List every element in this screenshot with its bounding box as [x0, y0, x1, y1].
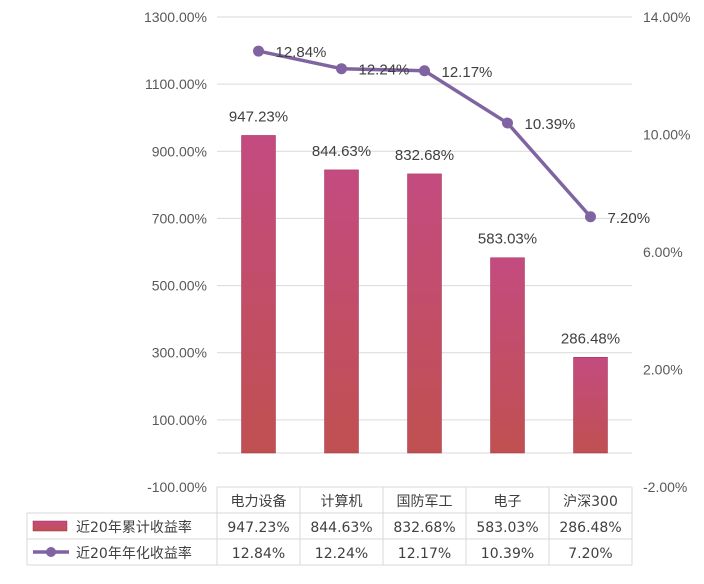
line-marker [502, 117, 513, 129]
bar-data-labels: 947.23% 844.63% 832.68% 583.03% 286.48% [229, 108, 620, 347]
table-line-value: 10.39% [481, 546, 534, 562]
left-tick-label: 500.00% [152, 278, 207, 294]
bar [324, 169, 359, 454]
line-value-label: 7.20% [608, 210, 651, 227]
left-tick-label: 700.00% [152, 210, 207, 226]
left-tick-label: 1100.00% [145, 76, 207, 92]
bar-value-label: 832.68% [395, 147, 454, 164]
right-axis: -2.00% 2.00% 6.00% 10.00% 14.00% [643, 9, 690, 495]
left-tick-label: 1300.00% [144, 9, 207, 25]
table-bar-value: 844.63% [310, 520, 372, 536]
category-label: 电力设备 [231, 493, 287, 510]
left-tick-label: 900.00% [152, 143, 207, 159]
category-label: 电子 [494, 494, 522, 510]
table-line-value: 12.24% [315, 546, 368, 562]
right-tick-label: -2.00% [643, 479, 687, 495]
line-value-label: 10.39% [525, 116, 576, 133]
line-marker [336, 63, 347, 75]
left-tick-label: -100.00% [147, 479, 207, 495]
table-line-value: 12.17% [398, 546, 451, 562]
bar [241, 135, 276, 454]
bar-value-label: 286.48% [561, 330, 620, 347]
bar [407, 173, 442, 454]
legend-bar-name: 近20年累计收益率 [76, 519, 192, 536]
bar-value-label: 947.23% [229, 108, 288, 125]
legend-line-name: 近20年年化收益率 [76, 545, 192, 562]
legend-line-marker [46, 547, 56, 557]
bar [573, 357, 608, 454]
category-label: 沪深300 [563, 494, 618, 510]
line-marker [419, 65, 430, 77]
bar [490, 257, 525, 454]
line-marker [253, 45, 264, 57]
left-tick-label: 300.00% [152, 345, 207, 361]
legend-bar-swatch [32, 520, 68, 532]
table-bar-value: 286.48% [559, 520, 621, 536]
line-value-label: 12.84% [276, 44, 327, 61]
line-value-label: 12.24% [359, 62, 410, 79]
table-bar-value: 947.23% [227, 520, 289, 536]
category-label: 国防军工 [397, 494, 453, 510]
line-marker [585, 211, 596, 223]
bar-value-label: 844.63% [312, 143, 371, 160]
right-tick-label: 10.00% [643, 127, 690, 143]
right-tick-label: 14.00% [643, 9, 690, 25]
left-axis: -100.00% 100.00% 300.00% 500.00% 700.00% 900.… [144, 9, 207, 495]
left-tick-label: 100.00% [152, 412, 207, 428]
table-bar-value: 832.68% [393, 520, 455, 536]
bar-value-label: 583.03% [478, 231, 537, 248]
category-label: 计算机 [321, 494, 363, 510]
table-bar-value: 583.03% [476, 520, 538, 536]
bar-series [241, 135, 608, 454]
table-line-value: 7.20% [568, 546, 612, 562]
line-series [253, 45, 596, 223]
table-line-value: 12.84% [232, 546, 285, 562]
line-data-labels: 12.84% 12.24% 12.17% 10.39% 7.20% [276, 44, 651, 227]
line-value-label: 12.17% [442, 64, 493, 81]
right-tick-label: 2.00% [643, 362, 683, 378]
right-tick-label: 6.00% [643, 244, 683, 260]
